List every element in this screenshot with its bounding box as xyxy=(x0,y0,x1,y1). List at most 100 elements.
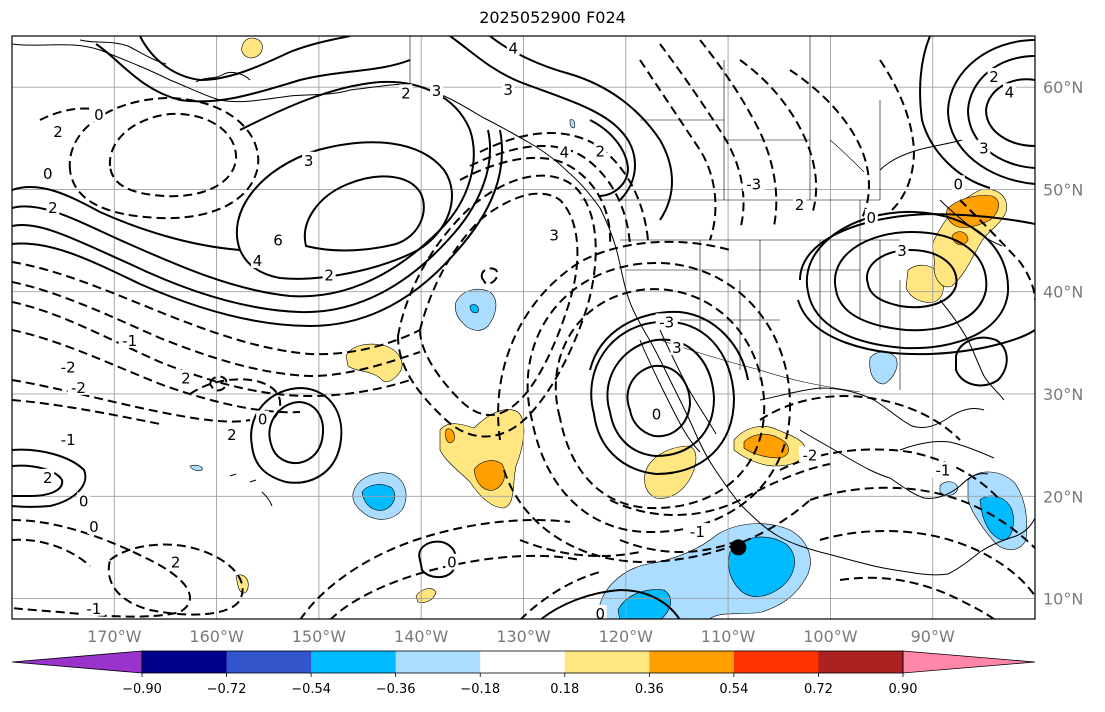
contour-label: -2 xyxy=(61,358,76,376)
cool-shade xyxy=(617,589,671,619)
contour-label-bg xyxy=(41,165,55,182)
warm-shade xyxy=(905,264,944,303)
contour-label: 4 xyxy=(508,39,518,57)
warm-shade xyxy=(345,343,403,383)
contour-label: -2 xyxy=(71,379,86,397)
contour-label-bg xyxy=(51,123,65,140)
warm-shade xyxy=(951,231,969,246)
contour-label: 2 xyxy=(795,196,805,214)
lon-tick-label: 170°W xyxy=(87,627,142,646)
contour-label: 0 xyxy=(94,106,104,124)
warm-shade xyxy=(241,37,263,59)
contour-label: 3 xyxy=(897,242,907,260)
warm-shade xyxy=(473,460,506,491)
contour-label: 4 xyxy=(1005,83,1015,101)
contour-labels: 64323243242200-1-2-2-12002-12023-330-100… xyxy=(41,39,1016,623)
contour-label: -3 xyxy=(746,175,761,193)
contour-label-bg xyxy=(951,175,965,192)
political-borders xyxy=(409,36,901,393)
contour-label-bg xyxy=(445,553,459,570)
colorbar-tick-label: 0.18 xyxy=(550,682,579,697)
contour-label-bg xyxy=(302,151,316,168)
contour-label-bg xyxy=(547,226,561,243)
contour-label-bg xyxy=(179,369,193,386)
map-title: 2025052900 F024 xyxy=(479,8,626,27)
cool-shade xyxy=(361,484,396,511)
contour-label: 2 xyxy=(324,266,334,284)
colorbar: −0.90 −0.72 −0.54 −0.36 −0.18 0.18 0.36 0.54 0.7… xyxy=(11,650,1036,697)
contour-label-bg xyxy=(895,241,909,258)
location-marker xyxy=(730,539,747,556)
lon-tick-label: 110°W xyxy=(701,627,756,646)
colorbar-segment xyxy=(142,651,228,673)
lon-tick-label: 100°W xyxy=(803,627,858,646)
contour-label-bg xyxy=(686,523,709,540)
contour-label: 0 xyxy=(595,605,605,623)
contour-label-bg xyxy=(593,142,607,159)
lat-tick-label: 10°N xyxy=(1043,590,1083,609)
colorbar-tick-label: 0.54 xyxy=(719,682,748,697)
contour-label-bg xyxy=(864,209,878,226)
contour-label: 0 xyxy=(447,554,457,572)
colorbar-extend-high xyxy=(902,650,1036,674)
colorbar-segment xyxy=(395,651,481,673)
contour-label: 0 xyxy=(652,405,662,423)
colorbar-segment xyxy=(226,651,312,673)
contour-label: 2 xyxy=(53,123,63,141)
contour-label-bg xyxy=(256,410,270,427)
warm-shade xyxy=(445,428,455,443)
contour-label: 6 xyxy=(273,232,283,250)
contour-label-bg xyxy=(251,252,265,269)
lon-tick-label: 120°W xyxy=(599,627,654,646)
warm-shade xyxy=(235,574,249,594)
lat-tick-label: 60°N xyxy=(1043,78,1083,97)
map-panel: 64323243242200-1-2-2-12002-12023-330-100… xyxy=(12,36,1035,623)
colorbar-segment xyxy=(564,651,650,673)
contour-label-bg xyxy=(501,81,515,98)
contour-label: 0 xyxy=(258,411,268,429)
contour-label-bg xyxy=(46,198,60,215)
contour-label-bg xyxy=(1002,83,1016,100)
lat-tick-label: 20°N xyxy=(1043,487,1083,506)
lat-tick-label: 30°N xyxy=(1043,385,1083,404)
contour-label-bg xyxy=(41,468,55,485)
lat-tick-label: 50°N xyxy=(1043,180,1083,199)
contour-label: 3 xyxy=(549,226,559,244)
contour-label: 0 xyxy=(89,518,99,536)
colorbar-segment xyxy=(311,651,397,673)
contour-label: -1 xyxy=(122,332,137,350)
contour-label: 2 xyxy=(43,469,53,487)
contour-label: -1 xyxy=(86,600,101,618)
contour-label-bg xyxy=(169,553,183,570)
contour-label-bg xyxy=(506,39,520,56)
contour-label-bg xyxy=(322,266,336,283)
contour-label-bg xyxy=(798,446,821,463)
lat-tick-label: 40°N xyxy=(1043,283,1083,302)
contour-label: 2 xyxy=(989,68,999,86)
colorbar-outline xyxy=(141,650,904,674)
contour-label: 3 xyxy=(503,81,513,99)
contour-label-bg xyxy=(977,139,991,156)
contour-label: 2 xyxy=(227,426,237,444)
colorbar-tick-label: −0.90 xyxy=(122,682,162,697)
contour-label: -1 xyxy=(61,431,76,449)
colorbar-tick-label: 0.36 xyxy=(635,682,664,697)
contour-label: -2 xyxy=(802,446,817,464)
colorbar-tick-label: −0.36 xyxy=(376,682,416,697)
map-frame xyxy=(11,35,1036,620)
longitude-labels: 170°W 160°W 150°W 140°W 130°W 120°W 110°W 100°W… xyxy=(87,627,955,646)
lon-tick-label: 140°W xyxy=(394,627,449,646)
contour-label: 0 xyxy=(954,175,964,193)
cool-shade xyxy=(569,119,576,129)
colorbar-segment xyxy=(733,651,819,673)
cool-shade xyxy=(189,464,203,472)
latitude-labels: 60°N 50°N 40°N 30°N 20°N 10°N xyxy=(1043,78,1083,608)
contour-lines-dashed xyxy=(12,39,1035,619)
contour-label-bg xyxy=(593,604,607,619)
contour-label: 3 xyxy=(304,152,314,170)
contour-label: -3 xyxy=(659,313,674,331)
colorbar-segment xyxy=(649,651,735,673)
contour-label-bg xyxy=(118,331,141,348)
lon-tick-label: 160°W xyxy=(189,627,244,646)
